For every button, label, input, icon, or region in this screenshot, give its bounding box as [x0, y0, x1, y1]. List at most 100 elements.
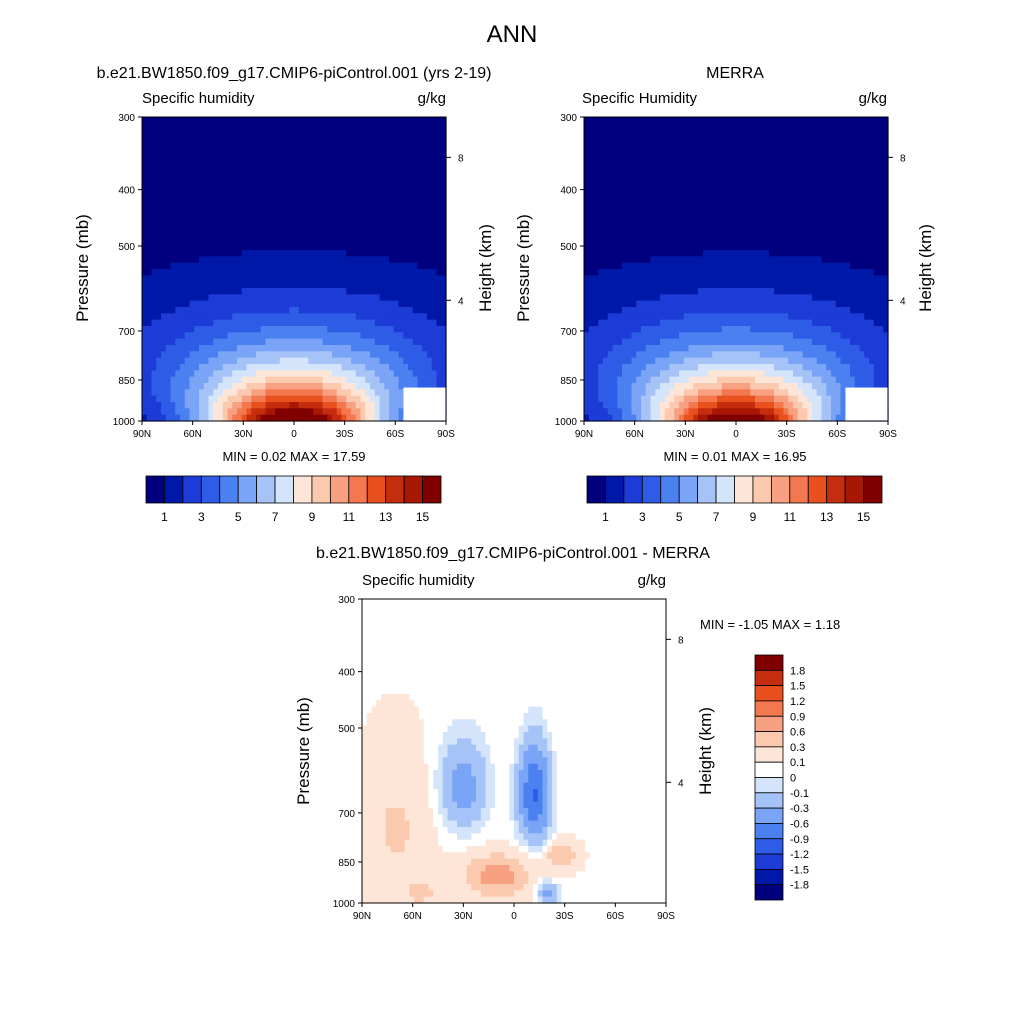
heatmap-cell	[702, 148, 709, 156]
heatmap-cell	[726, 256, 732, 264]
heatmap-cell	[702, 224, 709, 232]
heatmap-cell	[322, 180, 328, 188]
heatmap-cell	[308, 402, 314, 409]
heatmap-cell	[374, 243, 381, 251]
heatmap-cell	[669, 193, 675, 200]
heatmap-cell	[750, 174, 756, 181]
heatmap-cell	[203, 345, 210, 352]
heatmap-cell	[845, 129, 851, 137]
heatmap-cell	[203, 123, 210, 131]
heatmap-cell	[227, 205, 233, 213]
heatmap-cell	[603, 148, 609, 156]
heatmap-cell	[873, 205, 880, 213]
heatmap-cell	[360, 281, 366, 289]
heatmap-cell	[812, 180, 818, 188]
heatmap-cell	[142, 300, 148, 308]
heatmap-cell	[289, 123, 295, 131]
heatmap-cell	[379, 414, 385, 422]
heatmap-cell	[180, 370, 186, 378]
heatmap-cell	[721, 142, 728, 150]
heatmap-cell	[161, 357, 167, 365]
heatmap-cell	[759, 186, 766, 194]
heatmap-cell	[631, 300, 637, 308]
heatmap-cell	[384, 307, 390, 314]
heatmap-cell	[208, 364, 214, 371]
heatmap-cell	[336, 275, 343, 283]
heatmap-cell	[189, 364, 195, 371]
heatmap-cell	[284, 364, 290, 371]
heatmap-cell	[831, 167, 837, 175]
heatmap-cell	[389, 313, 395, 321]
heatmap-cell	[721, 180, 728, 188]
heatmap-cell	[374, 205, 381, 213]
heatmap-cell	[270, 117, 276, 124]
heatmap-cell	[227, 383, 233, 390]
heatmap-cell	[864, 129, 870, 137]
heatmap-cell	[303, 345, 309, 352]
heatmap-cell	[284, 345, 290, 352]
heatmap-cell	[180, 281, 186, 289]
heatmap-cell	[854, 231, 861, 238]
heatmap-cell	[327, 370, 333, 378]
heatmap-cell	[869, 237, 875, 245]
heatmap-cell	[227, 155, 233, 162]
heatmap-cell	[598, 161, 604, 169]
heatmap-cell	[218, 180, 224, 188]
heatmap-cell	[669, 262, 675, 270]
heatmap-cell	[218, 402, 224, 409]
heatmap-cell	[275, 345, 281, 352]
heatmap-cell	[189, 205, 195, 213]
heatmap-cell	[774, 262, 780, 270]
heatmap-cell	[341, 269, 347, 276]
heatmap-cell	[617, 281, 623, 289]
heatmap-cell	[869, 294, 875, 302]
heatmap-cell	[142, 256, 148, 264]
heatmap-cell	[180, 414, 186, 422]
y2-tick-label: 8	[458, 153, 464, 164]
heatmap-cell	[341, 250, 347, 257]
heatmap-cell	[360, 351, 366, 359]
heatmap-cell	[322, 205, 328, 213]
heatmap-cell	[826, 117, 832, 124]
heatmap-cell	[389, 256, 395, 264]
heatmap-cell	[788, 186, 794, 194]
heatmap-cell	[265, 288, 271, 295]
heatmap-cell	[655, 294, 661, 302]
heatmap-cell	[441, 262, 447, 270]
heatmap-cell	[845, 294, 851, 302]
heatmap-cell	[631, 117, 637, 124]
heatmap-cell	[208, 383, 214, 390]
heatmap-cell	[279, 414, 286, 422]
heatmap-cell	[674, 218, 680, 226]
heatmap-cell	[194, 205, 200, 213]
heatmap-cell	[864, 224, 870, 232]
heatmap-cell	[417, 376, 423, 384]
heatmap-cell	[142, 389, 148, 397]
heatmap-cell	[289, 414, 295, 422]
heatmap-cell	[422, 193, 428, 200]
heatmap-cell	[322, 338, 328, 346]
heatmap-cell	[769, 129, 775, 137]
heatmap-cell	[441, 180, 447, 188]
heatmap-cell	[641, 199, 647, 207]
heatmap-cell	[365, 408, 371, 416]
heatmap-cell	[227, 364, 233, 371]
heatmap-cell	[674, 180, 680, 188]
heatmap-cell	[203, 218, 210, 226]
heatmap-cell	[284, 129, 290, 137]
heatmap-cell	[707, 288, 713, 295]
heatmap-cell	[246, 136, 252, 143]
heatmap-cell	[284, 256, 290, 264]
heatmap-cell	[241, 136, 248, 143]
heatmap-cell	[270, 300, 276, 308]
heatmap-cell	[275, 180, 281, 188]
heatmap-cell	[256, 250, 262, 257]
heatmap-cell	[360, 408, 366, 416]
heatmap-cell	[294, 212, 300, 219]
heatmap-cell	[603, 117, 609, 124]
heatmap-cell	[336, 402, 343, 409]
heatmap-cell	[617, 148, 623, 156]
heatmap-cell	[427, 180, 433, 188]
heatmap-cell	[303, 319, 309, 327]
heatmap-cell	[441, 186, 447, 194]
